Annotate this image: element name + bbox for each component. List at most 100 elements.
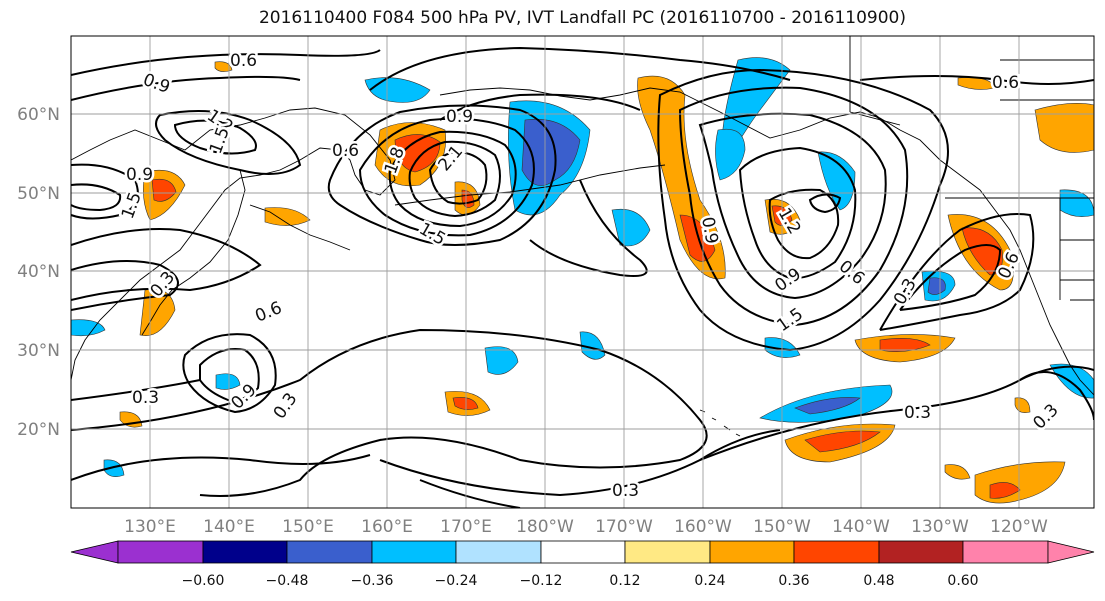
colorbar-label: −0.12 [520,573,563,589]
lat-tick-label: 50°N [17,184,60,204]
contour-label: 0.3 [904,403,931,423]
pv-contour-line [678,86,909,327]
pv-contour-line [71,163,139,220]
pv-negative-shade [215,373,241,390]
lat-tick-label: 40°N [17,262,60,282]
pv-contour-line [71,49,381,76]
contour-label: 0.6 [332,141,359,161]
pv-positive-shade [879,338,931,352]
lon-tick-label: 150°E [282,517,334,537]
pv-contour-line [808,193,842,214]
map-title: 2016110400 F084 500 hPa PV, IVT Landfall… [258,8,906,28]
colorbar-segment [793,540,880,564]
colorbar-label: −0.24 [435,573,478,589]
colorbar-label: −0.60 [182,573,225,589]
colorbar-label: 0.12 [609,573,640,589]
contour-label: 0.6 [230,51,257,71]
pv-negative-shade [611,208,651,247]
pv-contour-line [388,130,517,228]
graticule [71,36,1094,508]
colorbar-segment [709,540,795,564]
lat-tick-label: 20°N [17,420,60,440]
colorbar-extend-min [70,540,119,564]
pv-negative-shade [715,128,746,181]
pv-contours [71,46,1094,508]
lon-tick-label: 140°E [203,517,255,537]
lon-tick-label: 160°W [674,517,732,537]
contour-label: 0.9 [446,107,473,127]
coastline-japan [141,169,246,336]
pv-positive-shade [151,178,177,202]
pv-contour-line [768,188,840,260]
pv-contour-line [428,150,488,205]
lon-tick-label: 130°W [911,517,969,537]
colorbar-segment [371,540,457,564]
pv-contour-line [173,119,257,155]
pv-contour-line [199,348,260,402]
pv-negative-shade [927,277,946,295]
pv-contour-line [699,365,1094,461]
lon-tick-label: 170°W [595,517,653,537]
lon-tick-label: 160°E [361,517,413,537]
pv-negative-shade [364,77,431,103]
map-frame [70,35,1095,509]
map-panel: 0.6 0.9 1.2 1.5 0.6 0.9 2.1 1.8 1.5 0.9 … [70,35,1095,509]
pv-positive-shade [961,227,1003,276]
pv-negative-shade [579,331,606,360]
contour-label: 0.6 [992,73,1019,93]
border-canada [849,36,1094,300]
pv-contour-line [71,183,122,212]
pv-negative-shade [521,118,581,186]
pv-negative-shade [764,337,801,358]
lon-tick-label: 140°W [832,517,890,537]
pv-positive-shade [452,397,479,410]
lat-tick-labels: 60°N 50°N 40°N 30°N 20°N [17,105,60,440]
colorbar [70,540,1095,564]
pv-positive-shade [944,464,971,480]
lon-tick-label: 180°W [516,517,574,537]
pv-contour-line [71,454,371,481]
colorbar-segment [540,540,626,564]
coastline-hawaii [699,409,741,437]
coastlines [71,36,1094,437]
pv-contour-line [358,117,535,237]
coastline-aleutian [394,164,666,206]
pv-negative-shade [484,346,519,375]
contour-label: 0.9 [126,165,153,185]
pv-contour-line [419,479,521,508]
pv-contour-line [408,140,501,218]
lon-tick-label: 120°W [990,517,1048,537]
colorbar-segment [962,540,1049,564]
pv-positive-shade [264,207,311,226]
pv-contour-line [1019,371,1094,421]
pv-contour-line [738,146,857,280]
pv-positive-shade [1034,103,1094,153]
lat-tick-label: 30°N [17,341,60,361]
colorbar-extend-max [1047,540,1095,564]
pv-positive-shade [394,134,441,173]
pv-positive-shade [989,482,1021,499]
coastline-kuril [249,204,351,251]
pv-contour-line [71,75,301,101]
pv-shading [71,57,1094,504]
colorbar-label: 0.36 [778,573,809,589]
pv-contour-line [71,379,201,401]
colorbar-segment [624,540,711,564]
colorbar-label: 0.24 [694,573,725,589]
pv-contour-line [369,46,791,91]
pv-contour-line [71,328,708,497]
pv-contour-line [529,179,648,277]
lon-tick-labels: 130°E 140°E 150°E 160°E 170°E 180°W 170°… [124,517,1048,537]
colorbar-segment [455,540,542,564]
pv-contour-line [155,110,302,175]
lat-tick-label: 60°N [17,105,60,125]
contour-label: 0.3 [132,388,159,408]
pv-contour-line [899,244,1002,311]
pv-contour-line [698,112,887,300]
colorbar-label: −0.36 [351,573,394,589]
pv-contour-line [182,333,277,414]
lon-tick-label: 170°E [440,517,492,537]
pv-negative-shade [71,319,106,337]
colorbar-segment [286,540,373,564]
colorbar-label: −0.48 [266,573,309,589]
